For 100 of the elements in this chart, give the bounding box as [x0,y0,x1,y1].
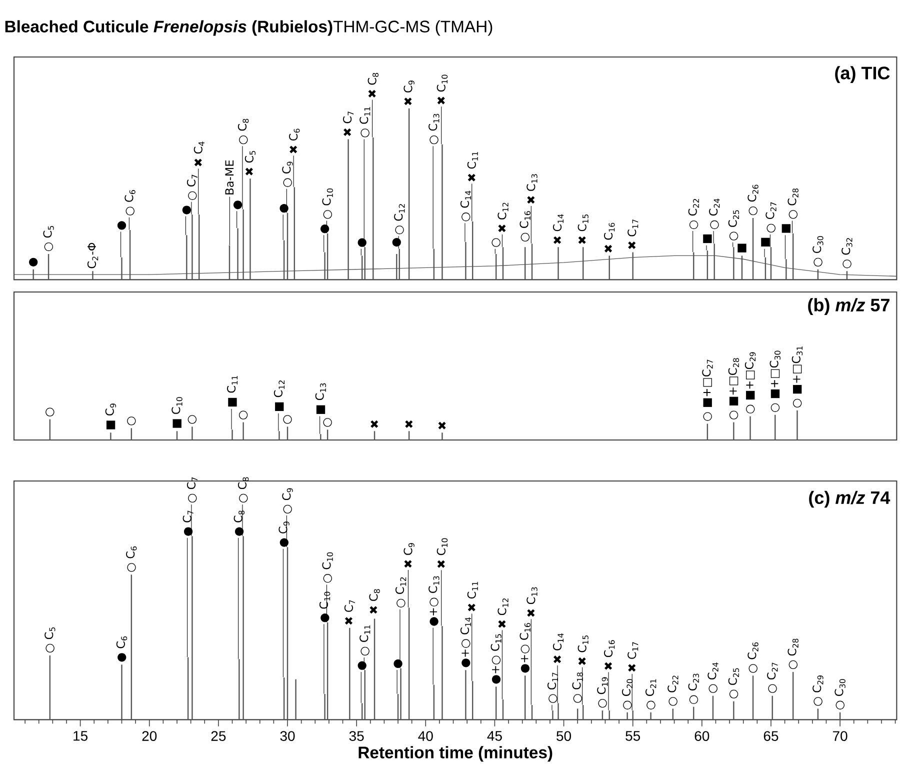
annotation: ○ [188,415,197,424]
chart-subtitle: (a) TIC [835,66,890,83]
annotation: ● [394,659,402,668]
x-tick-label: 25 [211,731,226,741]
x-tick-label: 35 [349,731,364,741]
annotation: ○ C$_{21}$ [645,679,656,710]
annotation: ○ C$_{20}$ [622,679,633,710]
annotation: ○ C$_{30}$ [834,679,846,710]
annotation: ✖ C$_{15}$ [578,636,588,665]
annotation: ○ C$_{6}$ [124,190,136,216]
annotation: ● [358,661,366,670]
annotation: ✖ C$_{4}$ [194,142,204,166]
annotation: ○ C$_{8}$ [238,118,249,144]
annotation: ○ C$_{28}$ [788,638,798,670]
annotation: ○ C$_{8}$ [238,477,249,503]
annotation: ✖ [405,420,413,428]
annotation: ○ [283,415,292,424]
annotation: ○ C$_{11}$ [360,625,370,656]
annotation: ○ C$_{32}$ [842,238,852,268]
annotation: ○ C$_{6}$ [126,546,137,572]
x-axis-title: Retention time (minutes) [358,746,552,762]
annotation: ○ [127,416,136,426]
annotation: ○ ■+□C$_{28}$ [728,358,740,420]
annotation: ○ ■+□C$_{30}$ [770,350,780,412]
annotation: ● [233,200,242,210]
annotation: ○ C$_{29}$ [812,675,824,706]
annotation: ✖ C$_{13}$ [526,174,538,204]
annotation: ○ C$_{7}$ [186,477,198,503]
annotation: ○ [238,410,248,420]
annotation: ○ C$_{11}$ [360,107,370,138]
annotation: ○ C$_{26}$ [748,642,758,673]
annotation: ✖ C$_{16}$ [604,222,615,252]
annotation: ○ [46,408,54,416]
annotation: ✖ [438,422,446,430]
annotation: ■ [782,224,791,233]
annotation: ○ C$_{23}$ [688,674,699,704]
annotation: ○ C$_{17}$ [547,672,558,703]
x-tick-label: 50 [556,731,572,741]
annotation: ✖ C$_{9}$ [404,543,414,568]
x-tick-label: 60 [694,731,710,741]
annotation: ✖ C$_{9}$ [404,80,414,106]
annotation: ○ ■+□C$_{27}$ [702,360,713,421]
annotation: ✖ C$_{17}$ [628,642,638,672]
annotation: ✖ C$_{8}$ [368,72,379,98]
annotation: ○ C$_{9}$ [282,162,293,187]
annotation: ●+○ C$_{16}$ [520,622,530,673]
chart-title: Bleached Cuticule Frenelopsis (Rubielos)THM-GC-MS (TMAH) [5,20,492,36]
annotation: ✖ C$_{10}$ [436,74,448,104]
annotation: ●+○ C$_{13}$ [428,576,440,626]
annotation: ✖ C$_{17}$ [628,220,638,250]
annotation: ○ [492,238,500,247]
annotation: ○ C$_{26}$ [748,184,758,216]
annotation: ■ C$_{13}$ [315,383,326,414]
annotation: ● [392,238,401,247]
x-tick-label: 15 [74,731,88,741]
annotation: ● [117,221,126,230]
annotation: ○ C$_{27}$ [766,202,776,232]
annotation: ✖ C$_{14}$ [552,214,564,244]
annotation: ●+○ C$_{14}$ [460,617,471,668]
annotation: ○ C$_{7}$ [186,174,198,200]
annotation: ● C$_{10}$ [319,592,330,622]
annotation: ● C$_{7}$ [182,510,194,536]
annotation: ○ C$_{16}$ [520,211,530,242]
annotation: ●+○ C$_{15}$ [490,634,502,684]
annotation: ○ C$_{13}$ [428,114,440,144]
annotation: ✖ C$_{7}$ [344,600,355,625]
annotation: ● [29,258,38,266]
annotation: ■ C$_{9}$ [105,404,116,430]
annotation: ○ C$_{10}$ [322,188,333,219]
chart-title: (c) m/z 74 [809,490,890,508]
annotation: Ba-ME [225,160,234,194]
annotation: ○ C$_{14}$ [460,190,471,222]
x-tick-label: 20 [142,731,157,741]
annotation: ✖ [370,420,378,428]
annotation: ○ [323,418,332,427]
x-tick-label: 40 [418,731,433,741]
annotation: C$_{2}$-Φ [87,242,98,268]
x-tick-label: 65 [764,731,778,741]
annotation: ○ C$_{30}$ [812,236,824,266]
annotation: ● [320,224,330,234]
x-tick-label: 55 [626,731,640,741]
annotation: ■ [703,234,712,244]
annotation: ○ C$_{9}$ [282,488,293,514]
annotation: ○ ■+□C$_{29}$ [744,352,756,414]
annotation: ● C$_{6}$ [116,636,128,662]
annotation: ■ [738,244,746,252]
annotation: ✖ C$_{16}$ [604,640,615,670]
annotation: ○ C$_{5}$ [43,226,54,252]
annotation: ○ C$_{24}$ [709,198,720,230]
annotation: ✖ C$_{6}$ [289,128,300,154]
annotation: ● [358,238,366,247]
annotation: ○ C$_{28}$ [788,188,798,219]
annotation: ○ C$_{22}$ [668,676,678,706]
annotation: ✖ C$_{8}$ [369,589,380,614]
annotation: ○ C$_{12}$ [394,204,405,234]
chart-title: (b) m/z 57 [808,298,890,315]
annotation: ■ [761,238,770,246]
annotation: ✖ C$_{11}$ [467,582,478,612]
annotation: ■ C$_{12}$ [274,380,285,411]
annotation: ○ C$_{10}$ [322,552,333,583]
